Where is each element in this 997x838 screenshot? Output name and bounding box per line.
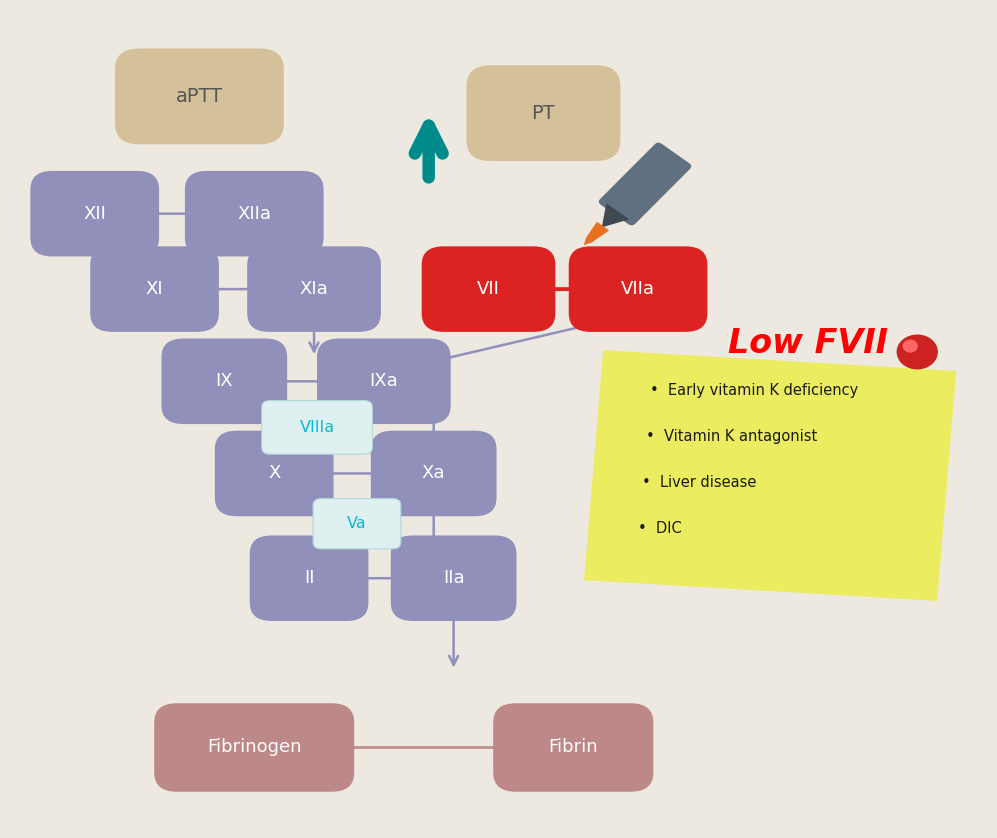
Polygon shape	[602, 203, 629, 227]
FancyBboxPatch shape	[162, 339, 287, 424]
FancyBboxPatch shape	[184, 171, 324, 256]
Text: •  Early vitamin K deficiency: • Early vitamin K deficiency	[650, 383, 858, 398]
FancyBboxPatch shape	[249, 535, 369, 621]
FancyBboxPatch shape	[90, 246, 219, 332]
FancyBboxPatch shape	[313, 499, 401, 549]
Circle shape	[903, 340, 917, 352]
Text: •  Liver disease: • Liver disease	[642, 475, 757, 490]
FancyBboxPatch shape	[391, 535, 516, 621]
FancyBboxPatch shape	[261, 401, 373, 454]
Text: IX: IX	[215, 372, 233, 391]
Text: XI: XI	[146, 280, 164, 298]
FancyBboxPatch shape	[155, 703, 354, 792]
FancyBboxPatch shape	[317, 339, 451, 424]
Text: II: II	[304, 569, 314, 587]
Text: aPTT: aPTT	[175, 87, 223, 106]
Text: Xa: Xa	[422, 464, 446, 483]
Text: XIIa: XIIa	[237, 204, 271, 223]
Text: Va: Va	[347, 516, 367, 531]
FancyBboxPatch shape	[584, 350, 956, 601]
FancyBboxPatch shape	[115, 49, 284, 144]
Polygon shape	[584, 222, 609, 246]
Text: X: X	[268, 464, 280, 483]
FancyBboxPatch shape	[599, 142, 691, 225]
Text: Fibrinogen: Fibrinogen	[207, 738, 301, 757]
FancyBboxPatch shape	[30, 171, 160, 256]
FancyBboxPatch shape	[494, 703, 653, 792]
FancyBboxPatch shape	[422, 246, 555, 332]
FancyBboxPatch shape	[247, 246, 381, 332]
Text: IXa: IXa	[370, 372, 398, 391]
Text: VII: VII	[478, 280, 499, 298]
FancyBboxPatch shape	[371, 431, 497, 516]
Text: Low FVII: Low FVII	[728, 327, 887, 360]
Text: IIa: IIa	[443, 569, 465, 587]
FancyBboxPatch shape	[214, 431, 334, 516]
FancyBboxPatch shape	[568, 246, 708, 332]
Text: •  Vitamin K antagonist: • Vitamin K antagonist	[646, 429, 818, 444]
Text: VIIIa: VIIIa	[299, 420, 335, 435]
FancyBboxPatch shape	[467, 65, 620, 161]
Text: XIa: XIa	[300, 280, 328, 298]
Circle shape	[897, 335, 937, 369]
Text: •  DIC: • DIC	[638, 521, 682, 536]
Text: Fibrin: Fibrin	[548, 738, 598, 757]
Text: XII: XII	[84, 204, 106, 223]
Text: VIIa: VIIa	[621, 280, 655, 298]
Text: PT: PT	[531, 104, 555, 122]
